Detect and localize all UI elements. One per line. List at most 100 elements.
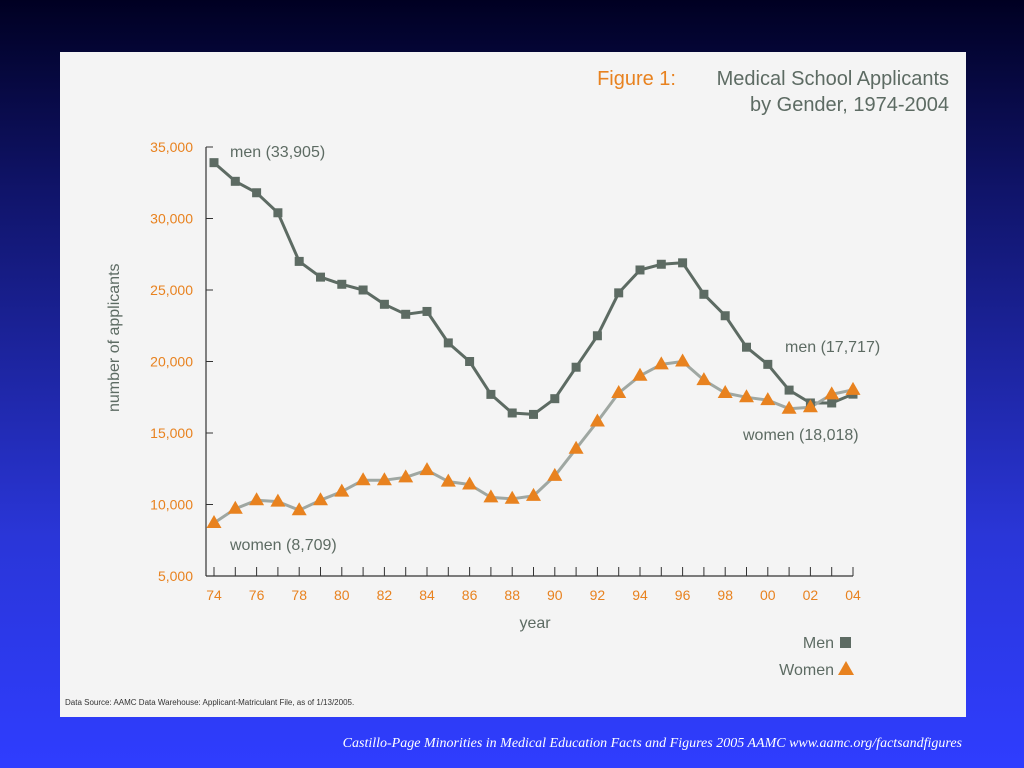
data-point-women xyxy=(526,487,541,501)
x-tick-label: 04 xyxy=(845,587,861,603)
data-point-women xyxy=(717,384,733,398)
data-point-women xyxy=(760,392,776,406)
figure-label: Figure 1: xyxy=(597,68,676,90)
data-point-women xyxy=(291,502,307,516)
legend-men-marker xyxy=(840,637,851,648)
data-point-men xyxy=(379,299,389,309)
x-tick-label: 76 xyxy=(249,587,265,603)
data-point-women xyxy=(419,462,435,476)
x-tick-label: 96 xyxy=(675,587,691,603)
chart-title: Figure 1: Medical School Applicants by G… xyxy=(597,68,949,116)
data-point-women xyxy=(589,413,605,427)
data-point-men xyxy=(486,389,496,399)
x-tick-label: 02 xyxy=(803,587,819,603)
data-point-men xyxy=(763,359,773,369)
data-point-men xyxy=(529,409,538,419)
data-point-women xyxy=(739,389,754,403)
x-tick-label: 84 xyxy=(419,587,435,603)
legend-women-marker xyxy=(838,661,854,675)
data-point-women xyxy=(398,469,414,483)
data-source-note: Data Source: AAMC Data Warehouse: Applic… xyxy=(65,698,354,707)
data-point-men xyxy=(401,309,411,319)
data-point-women xyxy=(504,490,520,504)
data-point-women xyxy=(632,367,648,381)
y-axis-ticks: 5,000 10,000 15,000 20,000 25,000 30,000 35,00… xyxy=(150,139,213,584)
data-point-men xyxy=(635,265,645,275)
data-point-women xyxy=(355,472,371,486)
data-point-men xyxy=(422,306,432,316)
x-tick-label: 00 xyxy=(760,587,776,603)
women-start-label: women (8,709) xyxy=(229,537,337,554)
y-tick-label: 10,000 xyxy=(150,497,193,513)
data-point-women xyxy=(334,483,350,497)
data-point-women xyxy=(227,500,243,514)
men-end-label: men (17,717) xyxy=(785,339,880,356)
y-tick-label: 15,000 xyxy=(150,425,193,441)
title-line-1: Medical School Applicants xyxy=(717,68,949,90)
data-point-men xyxy=(316,272,325,282)
data-point-men xyxy=(273,208,283,218)
legend-women-label: Women xyxy=(779,662,834,679)
data-point-men xyxy=(592,331,602,341)
data-point-men xyxy=(337,279,347,289)
data-point-women xyxy=(249,492,265,506)
slide-caption: Castillo-Page Minorities in Medical Educ… xyxy=(342,736,962,751)
data-point-women xyxy=(270,493,286,507)
data-point-women xyxy=(462,476,478,490)
data-point-men xyxy=(209,158,219,168)
series-line-men xyxy=(213,161,854,416)
data-point-women xyxy=(824,386,840,400)
data-point-men xyxy=(358,285,368,295)
series-layer xyxy=(206,158,861,528)
women-end-label: women (18,018) xyxy=(742,427,859,444)
data-point-women xyxy=(675,353,691,367)
chart-panel: Figure 1: Medical School Applicants by G… xyxy=(60,52,966,717)
x-tick-label: 86 xyxy=(462,587,478,603)
x-tick-label: 74 xyxy=(206,587,222,603)
data-point-women xyxy=(568,440,584,454)
x-tick-label: 80 xyxy=(334,587,350,603)
data-point-women xyxy=(440,473,456,487)
data-point-women xyxy=(845,381,861,395)
data-point-men xyxy=(720,311,730,321)
data-point-women xyxy=(483,489,499,503)
data-point-women xyxy=(802,399,818,413)
data-point-women xyxy=(206,514,222,528)
data-point-men xyxy=(784,385,794,395)
y-tick-label: 20,000 xyxy=(150,354,193,370)
data-point-men xyxy=(550,394,560,404)
data-point-men xyxy=(827,398,837,408)
data-point-men xyxy=(230,176,240,186)
y-tick-label: 25,000 xyxy=(150,282,193,298)
data-point-women xyxy=(376,472,392,486)
x-axis-label: year xyxy=(519,615,551,632)
x-tick-label: 92 xyxy=(590,587,606,603)
y-tick-label: 5,000 xyxy=(158,568,193,584)
data-point-men xyxy=(699,289,709,299)
men-start-label: men (33,905) xyxy=(230,144,325,161)
y-tick-label: 30,000 xyxy=(150,211,193,227)
legend-men-label: Men xyxy=(803,635,834,652)
data-point-women xyxy=(781,400,797,414)
data-point-women xyxy=(653,356,669,370)
legend: Men Women xyxy=(779,635,854,679)
applicants-line-chart: Figure 1: Medical School Applicants by G… xyxy=(65,68,949,707)
data-point-men xyxy=(507,408,517,418)
y-tick-label: 35,000 xyxy=(150,139,193,155)
x-tick-label: 94 xyxy=(632,587,648,603)
data-point-women xyxy=(696,372,712,386)
x-tick-label: 88 xyxy=(504,587,520,603)
data-point-men xyxy=(571,362,581,372)
data-point-women xyxy=(611,384,627,398)
data-point-men xyxy=(465,357,475,366)
data-point-women xyxy=(547,467,563,481)
title-line-2: by Gender, 1974-2004 xyxy=(750,94,949,116)
y-axis-label: number of applicants xyxy=(106,263,123,412)
data-point-men xyxy=(294,256,304,266)
x-tick-label: 98 xyxy=(717,587,733,603)
data-point-men xyxy=(614,288,624,298)
x-tick-label: 82 xyxy=(377,587,393,603)
data-point-men xyxy=(443,338,453,348)
data-point-men xyxy=(656,259,666,269)
x-tick-label: 90 xyxy=(547,587,563,603)
